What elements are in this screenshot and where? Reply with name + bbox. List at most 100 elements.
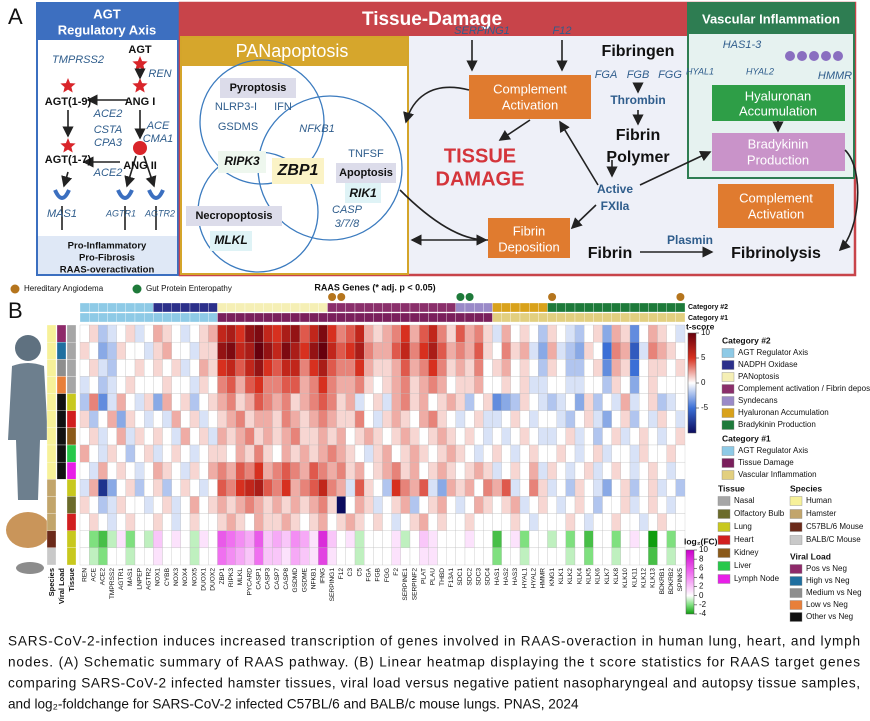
arrow bbox=[399, 189, 488, 246]
heatmap-cell bbox=[593, 479, 603, 497]
heatmap-cell bbox=[574, 427, 585, 446]
heatmap-cell bbox=[79, 444, 90, 463]
heatmap-cell bbox=[547, 461, 557, 480]
colorbar bbox=[685, 549, 695, 615]
heatmap-cell bbox=[309, 393, 319, 411]
label: Fibrin bbox=[588, 245, 632, 262]
heatmap-cell bbox=[391, 376, 401, 394]
category1-bar bbox=[345, 312, 356, 323]
heatmap-cell bbox=[171, 461, 181, 480]
gene-label: ZBP1 bbox=[219, 568, 226, 585]
heatmap-cell bbox=[281, 513, 291, 531]
heatmap-cell bbox=[639, 324, 649, 343]
heatmap-cell bbox=[107, 461, 117, 480]
heatmap-cell bbox=[79, 547, 90, 566]
heatmap-cell bbox=[125, 376, 136, 394]
heatmap-cell bbox=[153, 461, 163, 480]
heatmap-cell bbox=[538, 547, 548, 566]
heatmap-cell bbox=[272, 444, 282, 463]
arrow bbox=[570, 204, 597, 230]
row-annotation bbox=[66, 547, 77, 566]
heatmap-cell bbox=[208, 513, 218, 531]
receptor-icon bbox=[147, 189, 165, 200]
heatmap-cell bbox=[464, 479, 475, 497]
heatmap-cell bbox=[354, 513, 365, 531]
heatmap-cell bbox=[538, 513, 548, 531]
heatmap-cell bbox=[79, 393, 90, 411]
heatmap-cell bbox=[382, 359, 392, 377]
heatmap-cell bbox=[666, 324, 676, 343]
gene-label: RIPK3 bbox=[228, 568, 235, 587]
heatmap-cell bbox=[189, 444, 200, 463]
heatmap-cell bbox=[171, 547, 181, 566]
hmmr-icon bbox=[833, 51, 843, 61]
heatmap-cell bbox=[327, 410, 337, 429]
heatmap-cell bbox=[455, 324, 466, 343]
heatmap-cell bbox=[281, 410, 291, 429]
heatmap-cell bbox=[547, 393, 557, 411]
label: HAS1-3 bbox=[723, 39, 762, 51]
heatmap-cell bbox=[199, 444, 209, 463]
heatmap-cell bbox=[254, 359, 264, 377]
heatmap-cell bbox=[290, 427, 301, 446]
label-highlight bbox=[218, 151, 266, 173]
category2-bar bbox=[547, 302, 557, 313]
heatmap-cell bbox=[602, 461, 612, 480]
heatmap-cell bbox=[116, 393, 126, 411]
agt-header bbox=[38, 4, 177, 40]
label: HYAL1 bbox=[686, 66, 714, 76]
gene-label: NOX4 bbox=[182, 568, 189, 586]
heatmap-cell bbox=[327, 393, 337, 411]
heatmap-cell bbox=[235, 376, 246, 394]
heatmap-cell bbox=[318, 513, 328, 531]
heatmap-cell bbox=[309, 461, 319, 480]
label: RIPK3 bbox=[224, 154, 260, 168]
heatmap-cell bbox=[657, 393, 667, 411]
heatmap-cell bbox=[446, 461, 456, 480]
heatmap-cell bbox=[428, 479, 438, 497]
category1-bar bbox=[611, 312, 621, 323]
heatmap-cell bbox=[666, 376, 676, 394]
heatmap-cell bbox=[309, 341, 319, 360]
heatmap-cell bbox=[620, 530, 631, 549]
label: Liver bbox=[734, 561, 752, 570]
heatmap-cell bbox=[226, 513, 236, 531]
gene-marker bbox=[337, 293, 346, 301]
heatmap-cell bbox=[409, 461, 420, 480]
heatmap-cell bbox=[144, 547, 154, 566]
heatmap-cell bbox=[620, 547, 631, 566]
heatmap-cell bbox=[648, 547, 658, 566]
heatmap-cell bbox=[125, 444, 136, 463]
gene-label: ACE2 bbox=[100, 568, 107, 586]
row-annotation bbox=[66, 530, 77, 549]
row-annotation bbox=[56, 376, 67, 394]
heatmap-cell bbox=[345, 461, 356, 480]
category1-bar bbox=[620, 312, 631, 323]
heatmap-cell bbox=[153, 513, 163, 531]
heatmap-cell bbox=[281, 530, 291, 549]
heatmap-cell bbox=[180, 479, 191, 497]
label: BALB/C Mouse bbox=[806, 535, 861, 544]
heatmap-cell bbox=[400, 530, 411, 549]
category1-bar bbox=[529, 312, 539, 323]
heatmap-cell bbox=[263, 341, 273, 360]
heatmap-cell bbox=[565, 496, 576, 514]
heatmap-cell bbox=[180, 547, 191, 566]
heatmap-cell bbox=[125, 341, 136, 360]
heatmap-cell bbox=[602, 479, 612, 497]
heatmap-cell bbox=[419, 410, 429, 429]
heatmap-cell bbox=[529, 324, 539, 343]
heatmap-cell bbox=[455, 376, 466, 394]
peptide-icon bbox=[60, 138, 76, 153]
heatmap-cell bbox=[263, 376, 273, 394]
heatmap-cell bbox=[400, 376, 411, 394]
heatmap-cell bbox=[409, 479, 420, 497]
heatmap-cell bbox=[116, 410, 126, 429]
heatmap-cell bbox=[327, 376, 337, 394]
heatmap-cell bbox=[217, 496, 227, 514]
heatmap-cell bbox=[602, 393, 612, 411]
heatmap-cell bbox=[354, 393, 365, 411]
category2-bar bbox=[272, 302, 282, 313]
gene-label: HAS2 bbox=[503, 568, 510, 586]
colorbar bbox=[687, 332, 697, 434]
